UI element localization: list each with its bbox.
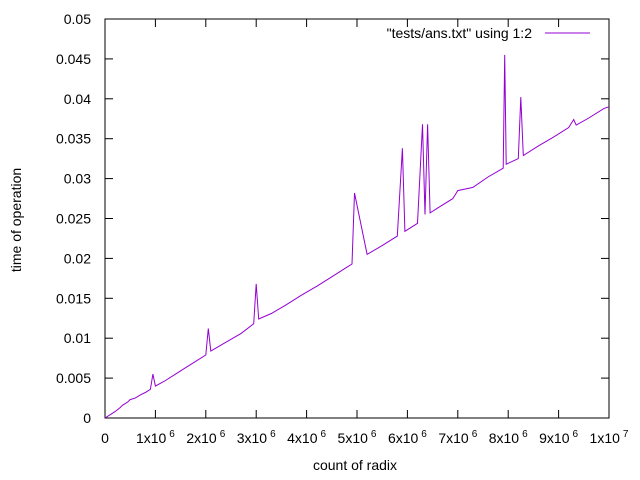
x-tick-label: 7x10 6 [438, 429, 477, 446]
y-tick-label: 0.025 [56, 211, 91, 227]
series-line [104, 54, 610, 419]
x-tick-label: 9x10 6 [539, 429, 578, 446]
y-tick-label: 0.005 [56, 370, 91, 386]
plot-border [104, 18, 610, 419]
y-tick-label: 0.035 [56, 131, 91, 147]
y-axis-label: time of operation [8, 168, 24, 272]
x-tick-label: 3x10 6 [237, 429, 276, 446]
x-tick-label: 8x10 6 [489, 429, 528, 446]
x-tick-label: 0 [101, 430, 109, 446]
y-tick-label: 0.01 [64, 330, 91, 346]
legend-label: "tests/ans.txt" using 1:2 [387, 25, 533, 41]
y-tick-label: 0.045 [56, 51, 91, 67]
x-axis-label: count of radix [313, 457, 397, 473]
y-tick-label: 0.04 [64, 91, 91, 107]
x-tick-label: 1x10 6 [136, 429, 175, 446]
x-tick-label: 5x10 6 [338, 429, 377, 446]
y-tick-label: 0.02 [64, 250, 91, 266]
x-tick-label: 2x10 6 [186, 429, 225, 446]
y-tick-label: 0.015 [56, 290, 91, 306]
y-tick-label: 0 [83, 410, 91, 426]
plot-area: 0 0.005 0.01 0.015 0.02 0.025 0.03 0.035 0.04 0.0… [56, 11, 629, 446]
x-tick-label: 1x10 7 [590, 429, 629, 446]
y-tick-label: 0.05 [64, 11, 91, 27]
x-tick-label: 6x10 6 [388, 429, 427, 446]
y-tick-label: 0.03 [64, 171, 91, 187]
x-tick-label: 4x10 6 [287, 429, 326, 446]
y-axis-label-group: time of operation [8, 168, 24, 272]
